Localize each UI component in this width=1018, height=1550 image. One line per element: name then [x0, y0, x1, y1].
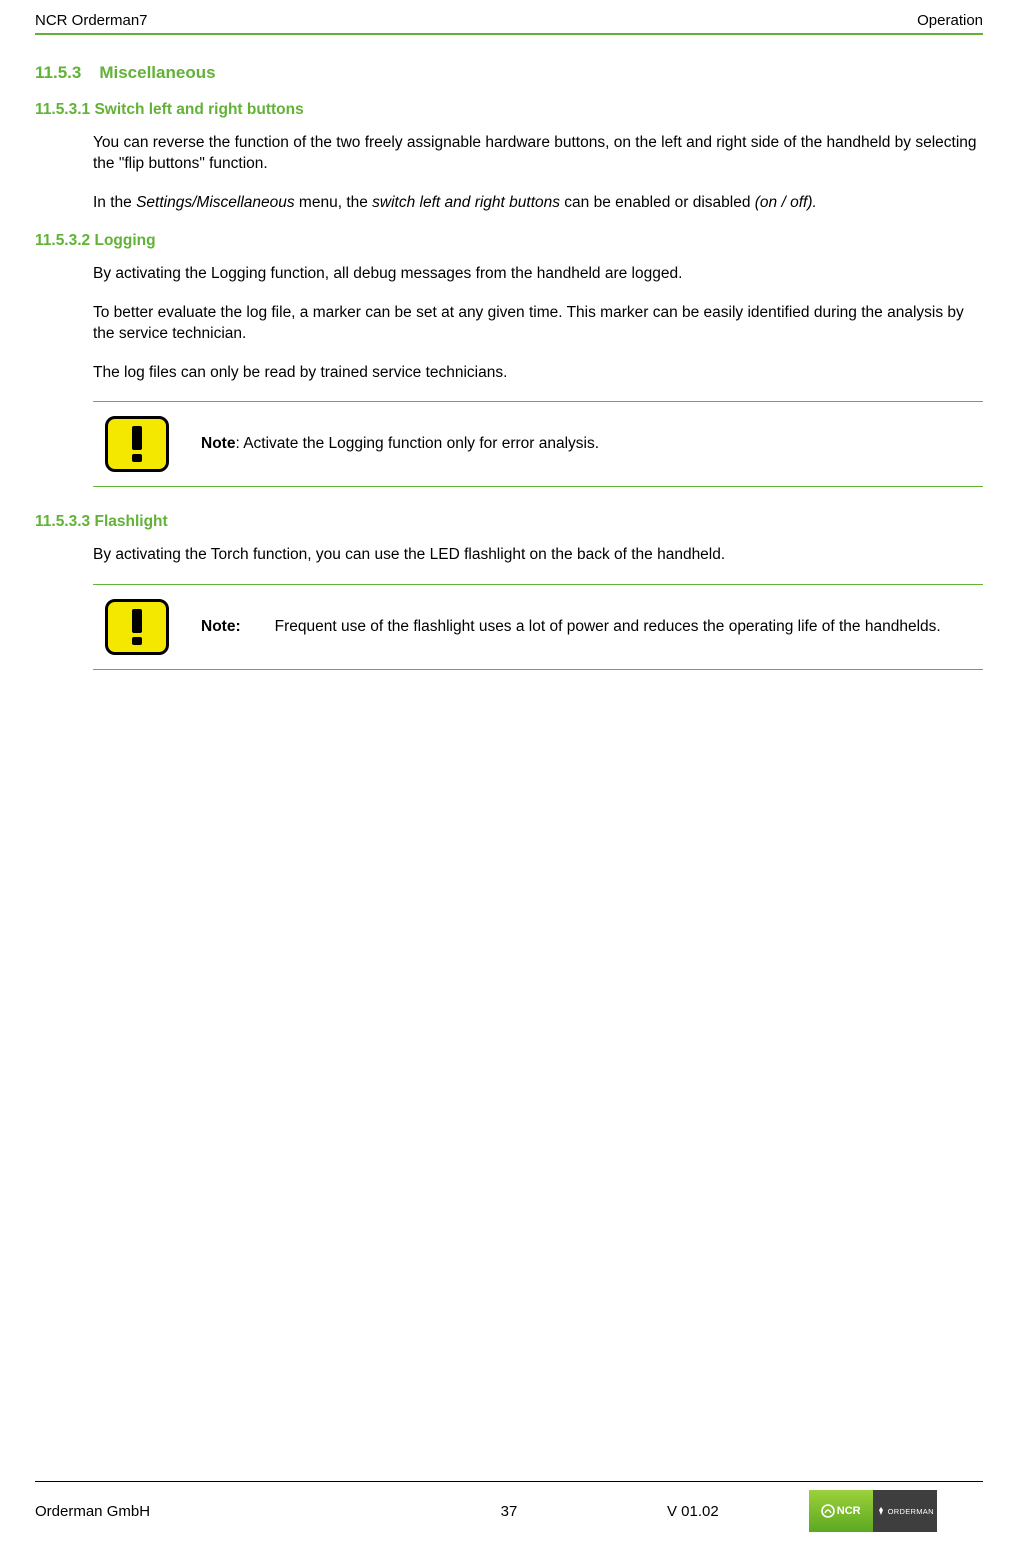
- note-body: Frequent use of the flashlight uses a lo…: [275, 617, 941, 638]
- header-right: Operation: [917, 12, 983, 29]
- header-left: NCR Orderman7: [35, 12, 148, 29]
- page-content: 11.5.3 Miscellaneous 11.5.3.1 Switch left…: [35, 35, 983, 670]
- page-footer: Orderman GmbH 37 V 01.02 NCR ORDERMAN: [35, 1481, 983, 1532]
- subsection-3-heading: 11.5.3.3 Flashlight: [35, 513, 983, 531]
- warning-icon: [105, 416, 169, 472]
- note-text-flashlight: Note: Frequent use of the flashlight use…: [201, 617, 941, 638]
- subsection-1-heading: 11.5.3.1 Switch left and right buttons: [35, 101, 983, 119]
- footer-company: Orderman GmbH: [35, 1503, 351, 1520]
- footer-page-number: 37: [351, 1503, 667, 1520]
- ncr-logo-text: NCR: [837, 1505, 861, 1517]
- note-label: Note:: [201, 617, 241, 638]
- subsection-2-body: By activating the Logging function, all …: [35, 264, 983, 384]
- s2-paragraph-1: By activating the Logging function, all …: [93, 264, 983, 285]
- note-text-logging: Note: Activate the Logging function only…: [201, 434, 599, 455]
- note-box-flashlight: Note: Frequent use of the flashlight use…: [93, 584, 983, 670]
- ncr-logo: NCR: [809, 1490, 873, 1532]
- section-heading-main: 11.5.3 Miscellaneous: [35, 63, 983, 83]
- s2-paragraph-2: To better evaluate the log file, a marke…: [93, 303, 983, 345]
- footer-divider: [35, 1481, 983, 1482]
- orderman-logo: ORDERMAN: [873, 1490, 937, 1532]
- section-number: 11.5.3: [35, 63, 81, 83]
- s2-paragraph-3: The log files can only be read by traine…: [93, 363, 983, 384]
- subsection-1-body: You can reverse the function of the two …: [35, 133, 983, 214]
- subsection-3-body: By activating the Torch function, you ca…: [35, 545, 983, 566]
- s1-paragraph-2: In the Settings/Miscellaneous menu, the …: [93, 193, 983, 214]
- s1-paragraph-1: You can reverse the function of the two …: [93, 133, 983, 175]
- footer-logos: NCR ORDERMAN: [809, 1490, 937, 1532]
- note-box-logging: Note: Activate the Logging function only…: [93, 401, 983, 487]
- note-label: Note: [201, 435, 235, 452]
- s3-paragraph-1: By activating the Torch function, you ca…: [93, 545, 983, 566]
- note-body: : Activate the Logging function only for…: [235, 435, 599, 452]
- orderman-logo-text: ORDERMAN: [888, 1507, 934, 1516]
- page-header: NCR Orderman7 Operation: [35, 0, 983, 35]
- section-title: Miscellaneous: [99, 63, 215, 82]
- subsection-2-heading: 11.5.3.2 Logging: [35, 232, 983, 250]
- footer-version: V 01.02: [667, 1503, 719, 1520]
- warning-icon: [105, 599, 169, 655]
